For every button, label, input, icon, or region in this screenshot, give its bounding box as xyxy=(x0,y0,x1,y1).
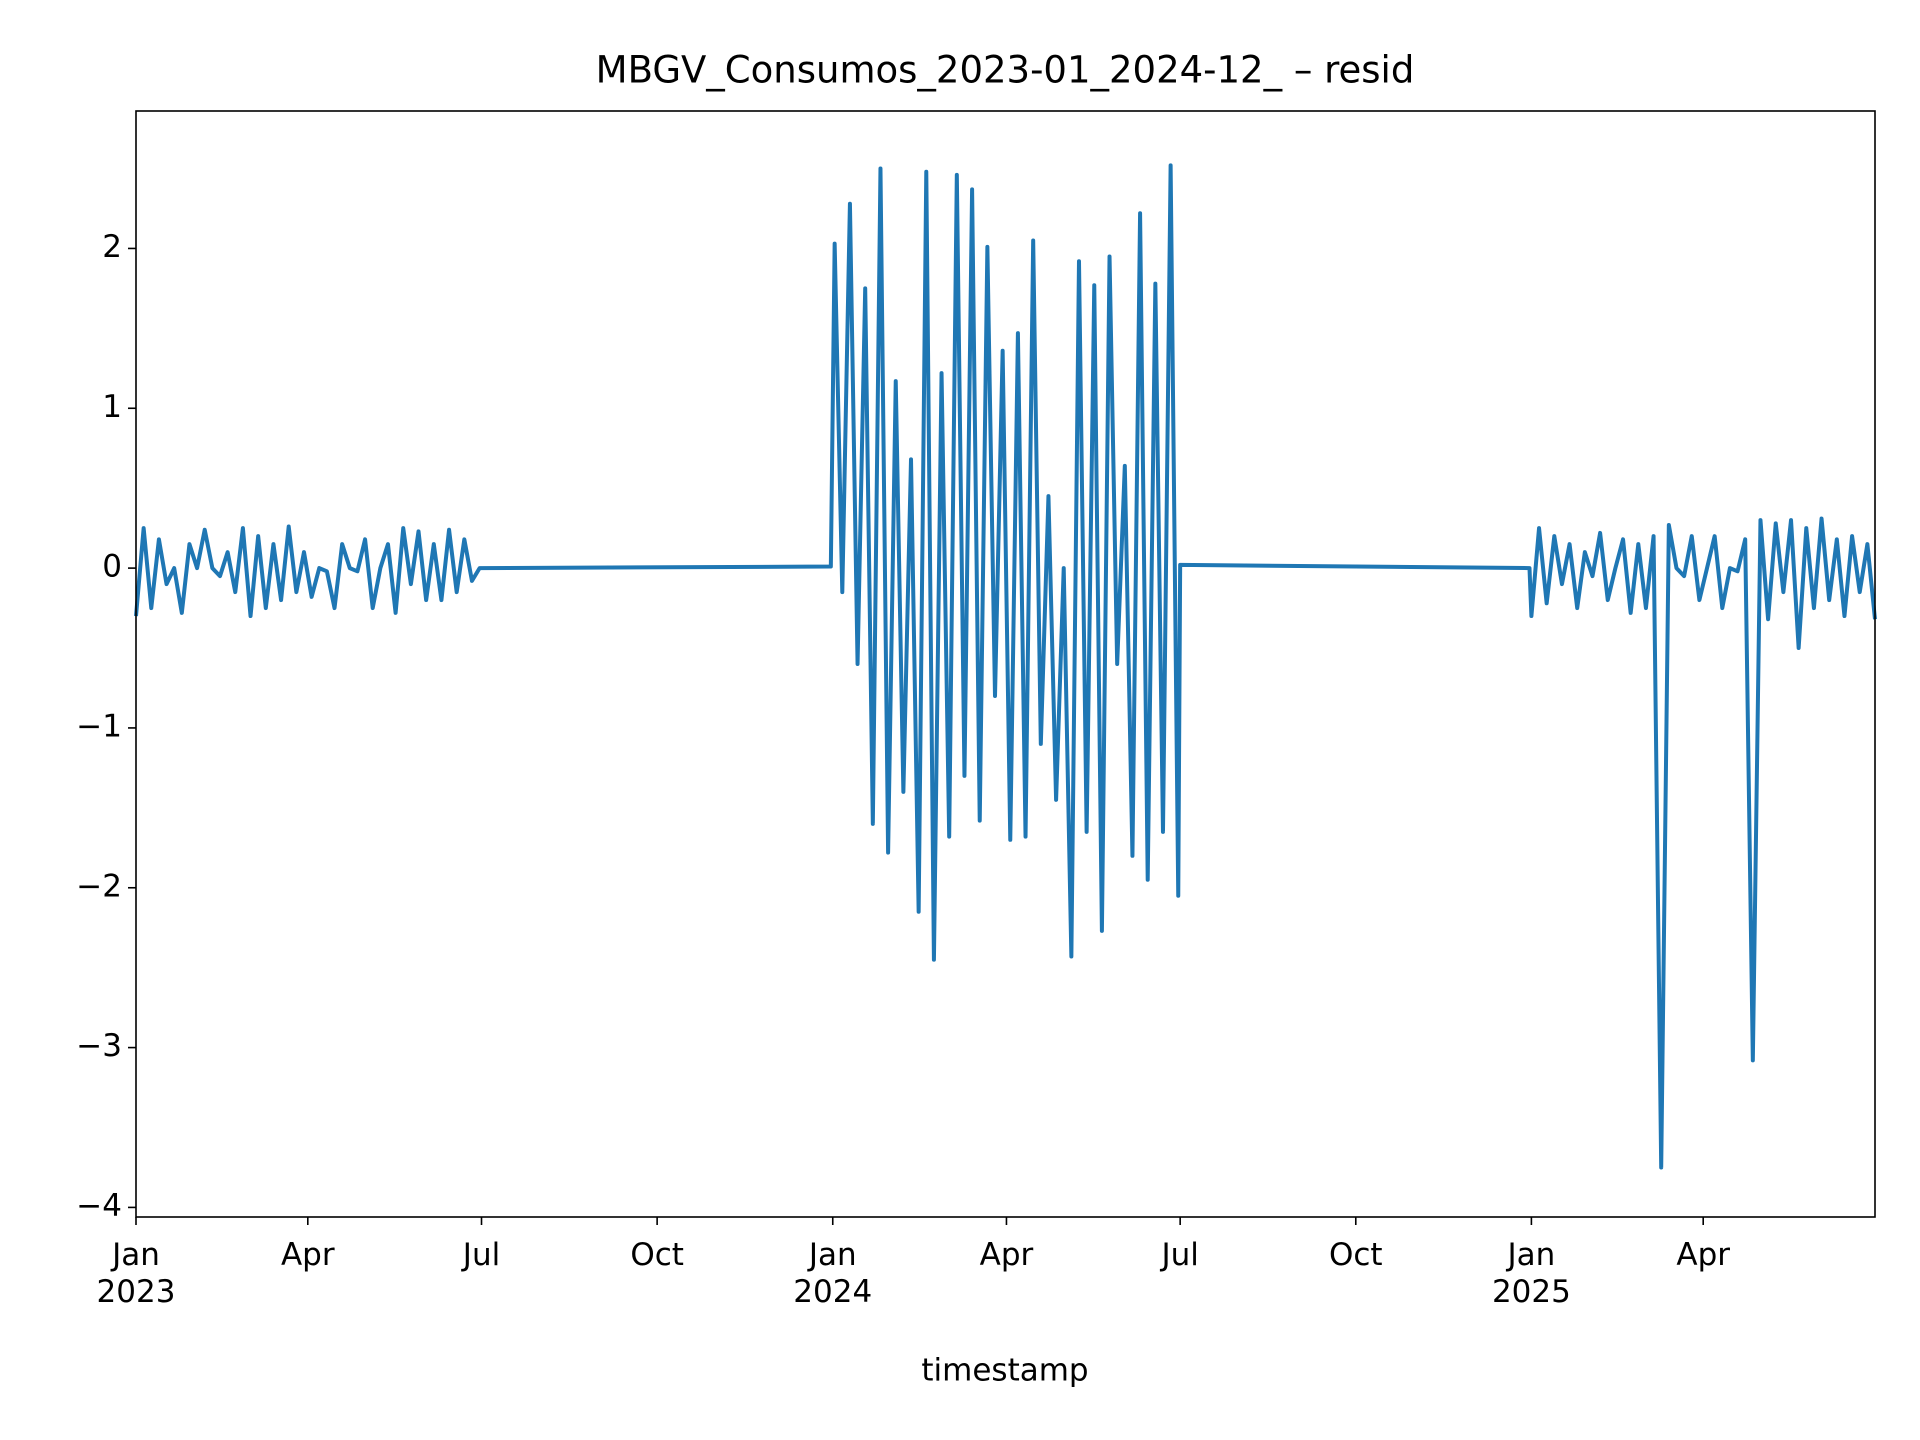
y-tick-label: 1 xyxy=(102,389,122,425)
x-tick-label: Oct xyxy=(1329,1237,1383,1273)
y-tick-label: −3 xyxy=(76,1028,122,1064)
x-tick-label: Apr xyxy=(980,1237,1034,1273)
y-tick-label: −2 xyxy=(76,868,122,904)
x-tick-label: Apr xyxy=(281,1237,335,1273)
y-tick-label: 2 xyxy=(102,229,122,265)
x-tick-label: Jan xyxy=(807,1237,857,1273)
x-tick-label: Jan xyxy=(1506,1237,1556,1273)
chart-title: MBGV_Consumos_2023-01_2024-12_ – resid xyxy=(596,49,1415,92)
y-tick-label: −4 xyxy=(76,1188,122,1224)
x-tick-label: Oct xyxy=(630,1237,684,1273)
data-line xyxy=(134,163,1877,1170)
x-tick-label: Jan xyxy=(110,1237,160,1273)
y-tick-label: −1 xyxy=(76,708,122,744)
x-axis-label: timestamp xyxy=(921,1353,1088,1389)
y-tick-label: 0 xyxy=(102,549,122,585)
x-tick-label: Apr xyxy=(1676,1237,1730,1273)
x-tick-label: Jul xyxy=(461,1237,500,1273)
x-tick-year: 2024 xyxy=(793,1274,872,1310)
x-tick-year: 2025 xyxy=(1492,1274,1571,1310)
x-tick-label: Jul xyxy=(1159,1237,1198,1273)
x-tick-year: 2023 xyxy=(97,1274,176,1310)
plot-frame xyxy=(135,110,1876,1218)
